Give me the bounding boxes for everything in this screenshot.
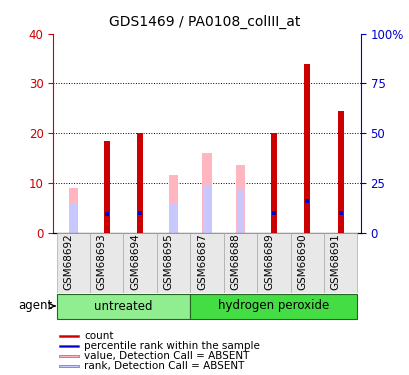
Bar xyxy=(69,188,78,232)
Bar xyxy=(202,153,211,232)
Text: GSM68689: GSM68689 xyxy=(263,234,273,291)
Bar xyxy=(236,190,243,232)
Bar xyxy=(190,294,357,319)
Text: GSM68693: GSM68693 xyxy=(97,234,106,291)
Bar xyxy=(157,232,190,292)
Text: GSM68688: GSM68688 xyxy=(230,234,240,291)
Text: GDS1469 / PA0108_colIII_at: GDS1469 / PA0108_colIII_at xyxy=(109,15,300,29)
Bar xyxy=(256,232,290,292)
Bar xyxy=(123,232,157,292)
Bar xyxy=(203,185,210,232)
Text: rank, Detection Call = ABSENT: rank, Detection Call = ABSENT xyxy=(84,361,244,371)
Text: untreated: untreated xyxy=(94,300,153,312)
Text: count: count xyxy=(84,331,113,341)
Text: agent: agent xyxy=(18,300,52,312)
Text: GSM68694: GSM68694 xyxy=(130,234,140,291)
Text: hydrogen peroxide: hydrogen peroxide xyxy=(218,300,329,312)
Bar xyxy=(59,365,79,367)
Bar xyxy=(303,63,310,232)
Text: GSM68695: GSM68695 xyxy=(163,234,173,291)
Bar xyxy=(169,176,178,232)
Bar xyxy=(223,232,256,292)
Bar xyxy=(190,232,223,292)
Bar xyxy=(323,232,357,292)
Bar xyxy=(90,232,123,292)
Text: GSM68692: GSM68692 xyxy=(63,234,73,291)
Bar xyxy=(59,345,79,347)
Bar xyxy=(70,202,77,232)
Text: percentile rank within the sample: percentile rank within the sample xyxy=(84,341,259,351)
Bar xyxy=(337,111,343,232)
Bar xyxy=(170,202,177,232)
Bar xyxy=(56,232,90,292)
Bar xyxy=(103,141,110,232)
Bar xyxy=(59,355,79,357)
Text: GSM68690: GSM68690 xyxy=(297,234,307,290)
Text: GSM68687: GSM68687 xyxy=(197,234,207,291)
Bar xyxy=(290,232,323,292)
Bar xyxy=(137,133,143,232)
Bar xyxy=(56,294,190,319)
Text: GSM68691: GSM68691 xyxy=(330,234,340,291)
Bar xyxy=(59,335,79,337)
Text: value, Detection Call = ABSENT: value, Detection Call = ABSENT xyxy=(84,351,249,361)
Bar xyxy=(270,133,276,232)
Bar xyxy=(235,165,245,232)
